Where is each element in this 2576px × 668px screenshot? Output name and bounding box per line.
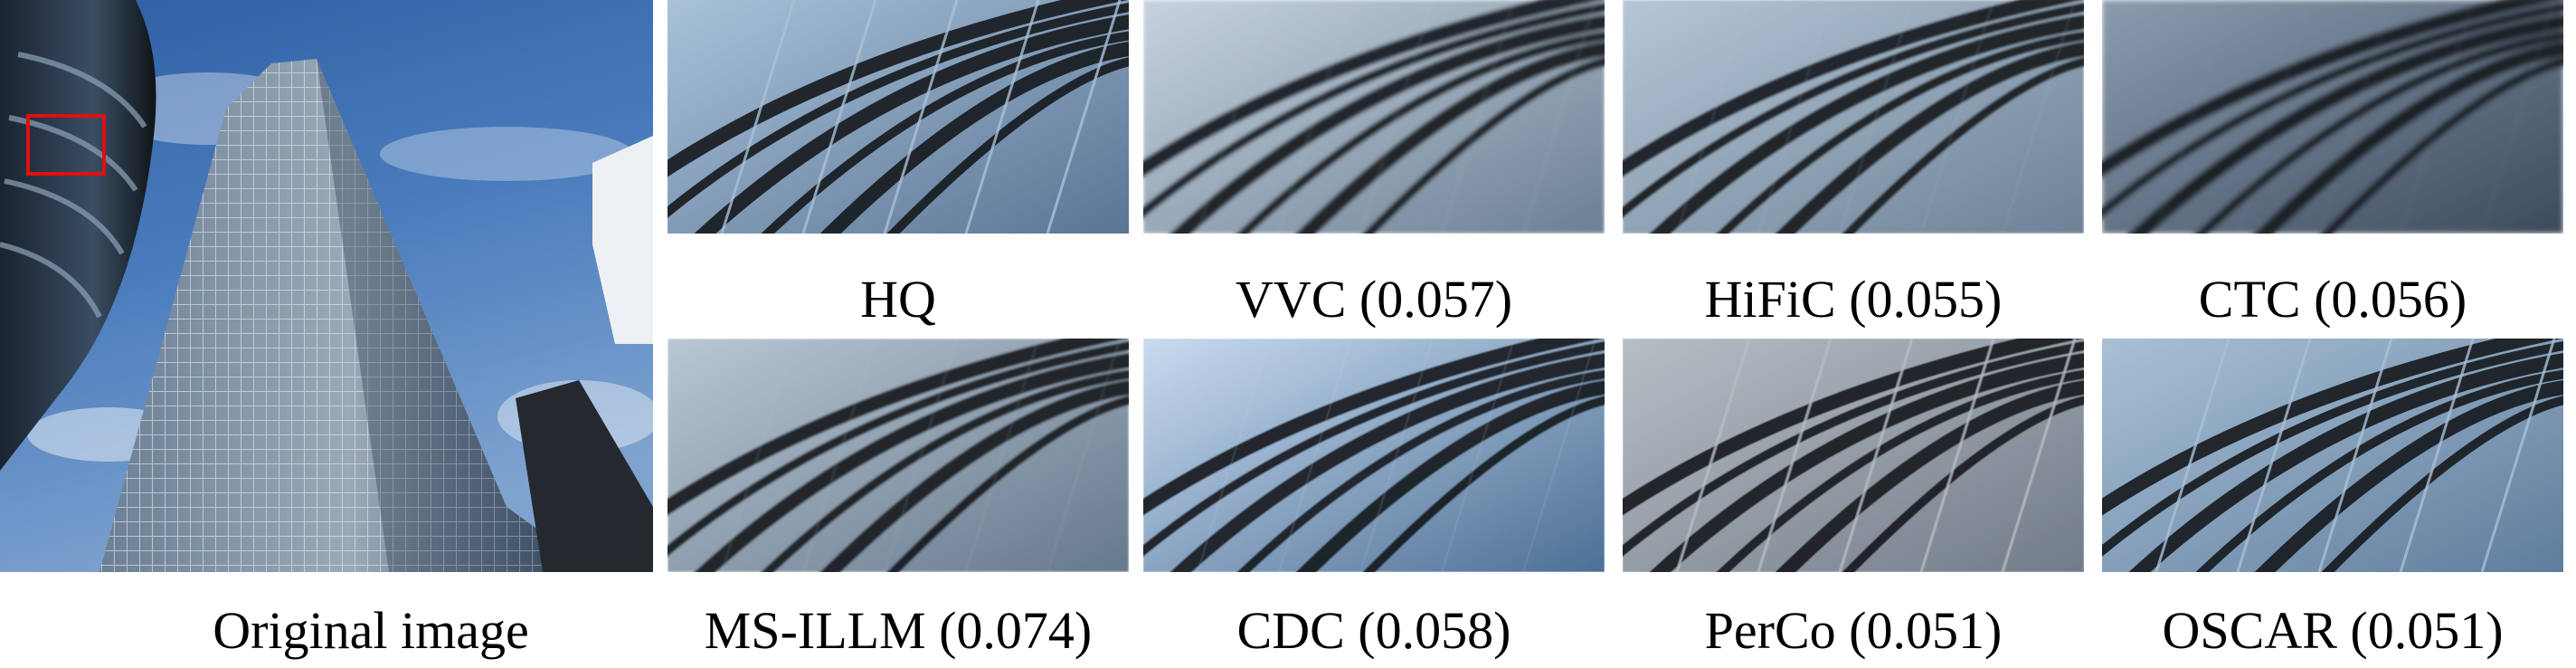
crop-caption-vvc: VVC (0.057) [1235,270,1513,329]
crop-image-ms-illm [668,339,1129,572]
crop-caption-hq: HQ [860,270,936,329]
crop-image-cdc [1143,339,1605,572]
crop-image-hq [668,0,1129,234]
crop-image-oscar [2102,339,2563,572]
original-image [0,0,653,572]
crop-panel-vvc [1143,0,1605,234]
skyscraper-photo [0,0,653,572]
crop-image-vvc [1143,0,1605,234]
crop-panel-hq [668,0,1129,234]
crop-panel-ms-illm [668,339,1129,572]
crop-panel-hific [1623,0,2084,234]
crop-image-hific [1623,0,2084,234]
crop-caption-ms-illm: MS-ILLM (0.074) [704,601,1093,660]
original-image-caption: Original image [213,601,529,660]
crop-panel-cdc [1143,339,1605,572]
crop-highlight-box [26,114,106,176]
crop-caption-cdc: CDC (0.058) [1236,601,1511,660]
crop-image-ctc [2102,0,2563,234]
crop-panel-perco [1623,339,2084,572]
crop-caption-oscar: OSCAR (0.051) [2162,601,2504,660]
crop-image-perco [1623,339,2084,572]
crop-caption-perco: PerCo (0.051) [1704,601,2003,660]
crop-panel-oscar [2102,339,2563,572]
crop-caption-ctc: CTC (0.056) [2198,270,2467,329]
crop-panel-ctc [2102,0,2563,234]
crop-caption-hific: HiFiC (0.055) [1704,270,2003,329]
